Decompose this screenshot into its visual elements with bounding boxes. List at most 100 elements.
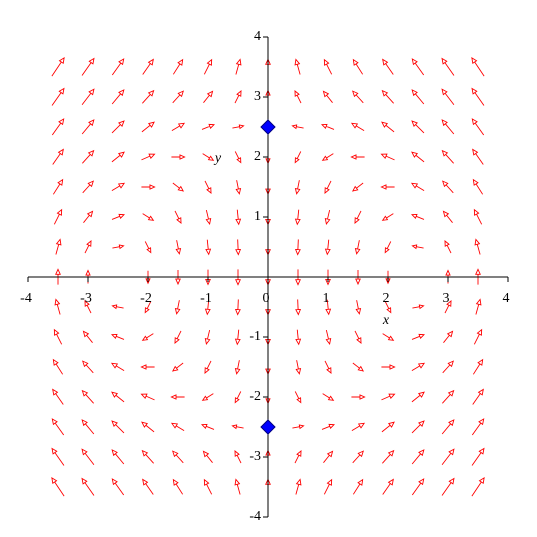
y-tick-label: -2 bbox=[249, 389, 261, 404]
arrow bbox=[234, 329, 241, 346]
arrow bbox=[472, 388, 484, 405]
arrow bbox=[53, 208, 63, 225]
arrow bbox=[140, 393, 155, 401]
arrow bbox=[235, 269, 241, 286]
arrow bbox=[231, 424, 244, 430]
arrow bbox=[294, 449, 302, 464]
arrow bbox=[471, 118, 485, 136]
arrow bbox=[203, 58, 213, 75]
arrow bbox=[442, 180, 454, 194]
arrow bbox=[355, 300, 362, 315]
arrow bbox=[81, 88, 95, 106]
arrow bbox=[171, 362, 184, 372]
arrow bbox=[141, 153, 156, 161]
arrow bbox=[170, 394, 185, 400]
arrow bbox=[53, 328, 63, 345]
arrow bbox=[443, 330, 454, 343]
arrow bbox=[235, 180, 242, 195]
arrow bbox=[411, 449, 425, 465]
arrow bbox=[294, 151, 302, 164]
arrow bbox=[200, 423, 215, 430]
arrow bbox=[381, 121, 395, 133]
arrow bbox=[354, 330, 362, 345]
arrow bbox=[201, 393, 214, 401]
arrow bbox=[352, 362, 365, 372]
arrow bbox=[142, 89, 155, 104]
arrow bbox=[235, 58, 242, 75]
arrow bbox=[382, 333, 395, 341]
arrow bbox=[111, 182, 126, 192]
x-tick-label: 4 bbox=[503, 291, 510, 306]
arrow bbox=[82, 360, 94, 374]
arrow bbox=[350, 154, 365, 160]
arrow bbox=[82, 149, 95, 164]
arrow bbox=[441, 477, 455, 496]
arrow bbox=[111, 304, 124, 310]
arrow bbox=[52, 358, 64, 375]
arrow bbox=[52, 148, 64, 165]
arrow bbox=[352, 450, 364, 464]
arrow bbox=[442, 389, 455, 404]
arrow bbox=[142, 58, 154, 75]
y-axis-label: y bbox=[213, 151, 222, 166]
arrow bbox=[351, 394, 366, 400]
arrow bbox=[234, 89, 242, 104]
arrow bbox=[110, 333, 125, 340]
arrow bbox=[234, 151, 242, 164]
equilibrium-point bbox=[260, 419, 276, 435]
arrow bbox=[141, 449, 154, 464]
arrow bbox=[471, 447, 485, 466]
arrow bbox=[51, 418, 65, 436]
arrow bbox=[204, 360, 212, 375]
arrow bbox=[81, 57, 95, 76]
arrow bbox=[381, 393, 396, 401]
arrow bbox=[321, 423, 336, 430]
arrow bbox=[322, 90, 333, 103]
arrow bbox=[444, 299, 452, 314]
x-tick-label: 1 bbox=[323, 291, 330, 306]
arrow bbox=[322, 393, 335, 401]
arrow bbox=[175, 240, 182, 255]
arrow bbox=[232, 124, 245, 130]
arrow bbox=[411, 333, 426, 340]
arrow bbox=[112, 244, 125, 250]
arrow bbox=[172, 450, 184, 464]
arrow bbox=[355, 270, 361, 286]
arrow bbox=[442, 360, 454, 374]
arrow bbox=[205, 209, 212, 225]
arrow bbox=[441, 57, 455, 76]
arrow bbox=[381, 213, 394, 221]
arrow bbox=[294, 58, 301, 75]
arrow bbox=[441, 88, 455, 106]
arrow bbox=[441, 119, 455, 135]
arrow bbox=[381, 364, 396, 370]
arrow bbox=[471, 56, 485, 77]
arrow bbox=[174, 210, 182, 225]
arrow bbox=[352, 58, 364, 75]
arrow bbox=[294, 180, 301, 195]
arrow bbox=[82, 330, 93, 343]
arrow bbox=[204, 180, 212, 195]
arrow bbox=[111, 478, 125, 496]
arrow bbox=[234, 391, 242, 404]
arrow bbox=[410, 182, 425, 192]
arrow bbox=[381, 421, 395, 433]
arrow bbox=[380, 184, 395, 190]
arrow bbox=[295, 269, 301, 286]
arrow bbox=[81, 477, 95, 496]
arrow bbox=[475, 298, 482, 315]
arrow bbox=[52, 388, 64, 405]
arrow bbox=[81, 389, 94, 404]
arrow bbox=[380, 153, 395, 161]
arrow bbox=[381, 89, 394, 104]
arrow bbox=[203, 90, 214, 103]
arrow bbox=[474, 238, 481, 255]
x-tick-label: 0 bbox=[263, 291, 270, 306]
arrow bbox=[84, 299, 92, 314]
arrow bbox=[170, 422, 185, 432]
arrow bbox=[174, 300, 181, 315]
arrow bbox=[175, 270, 181, 286]
x-tick-label: -3 bbox=[80, 291, 92, 306]
arrow bbox=[411, 478, 425, 496]
arrow bbox=[475, 268, 481, 285]
